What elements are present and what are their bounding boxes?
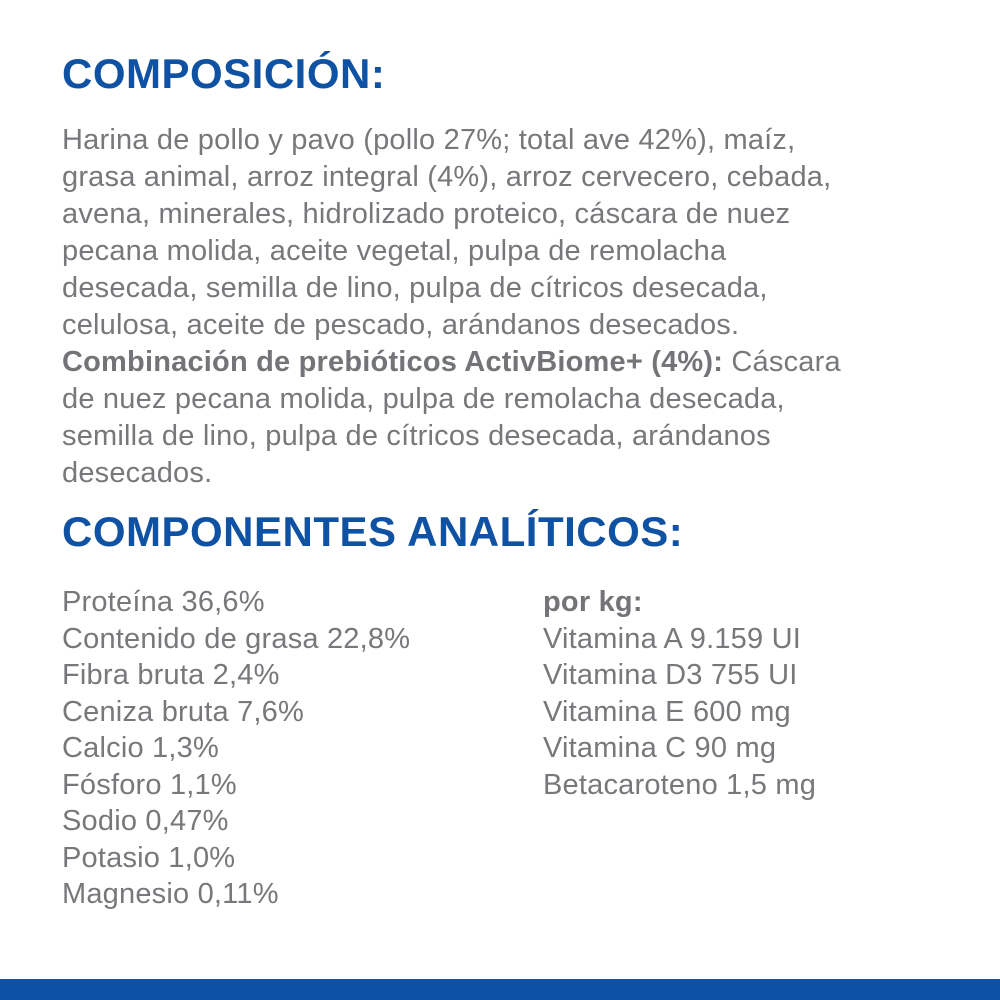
prebiotics-label: Combinación de prebióticos ActivBiome+ (… [62, 346, 724, 378]
vitamin-item: Vitamina E 600 mg [543, 695, 791, 728]
per-kg-header: por kg: [543, 586, 643, 618]
nutrient-item: Sodio 0,47% [62, 805, 229, 837]
nutrient-item: Proteína 36,6% [62, 586, 265, 618]
nutrient-item: Contenido de grasa 22,8% [62, 622, 411, 655]
vitamin-item: Vitamina D3 755 UI [543, 659, 798, 691]
analytical-columns: Proteína 36,6% Contenido de grasa 22,8% … [62, 584, 942, 913]
prebiotics-text: Cáscara de nuez pecana molida, pulpa de … [62, 346, 841, 489]
footer-bar [0, 979, 1000, 1000]
vitamins-column: por kg: Vitamina A 9.159 UI Vitamina D3 … [543, 584, 942, 913]
nutrient-item: Ceniza bruta 7,6% [62, 695, 304, 728]
analytical-section: COMPONENTES ANALÍTICOS: Proteína 36,6% C… [62, 508, 942, 913]
nutrient-item: Potasio 1,0% [62, 841, 236, 874]
composition-section: COMPOSICIÓN: Harina de pollo y pavo (pol… [62, 50, 942, 492]
nutrients-column: Proteína 36,6% Contenido de grasa 22,8% … [62, 584, 543, 913]
nutrient-item: Magnesio 0,11% [62, 878, 279, 910]
vitamin-item: Vitamina A 9.159 UI [543, 622, 801, 655]
nutrient-item: Fibra bruta 2,4% [62, 659, 280, 691]
vitamin-item: Betacaroteno 1,5 mg [543, 768, 817, 801]
composition-text: Harina de pollo y pavo (pollo 27%; total… [62, 122, 942, 492]
label-content: COMPOSICIÓN: Harina de pollo y pavo (pol… [62, 50, 942, 913]
nutrient-item: Calcio 1,3% [62, 732, 219, 764]
composition-heading: COMPOSICIÓN: [62, 50, 386, 97]
ingredients-text: Harina de pollo y pavo (pollo 27%; total… [62, 124, 832, 341]
nutrient-item: Fósforo 1,1% [62, 768, 237, 801]
analytical-heading: COMPONENTES ANALÍTICOS: [62, 508, 684, 555]
vitamin-item: Vitamina C 90 mg [543, 732, 777, 764]
